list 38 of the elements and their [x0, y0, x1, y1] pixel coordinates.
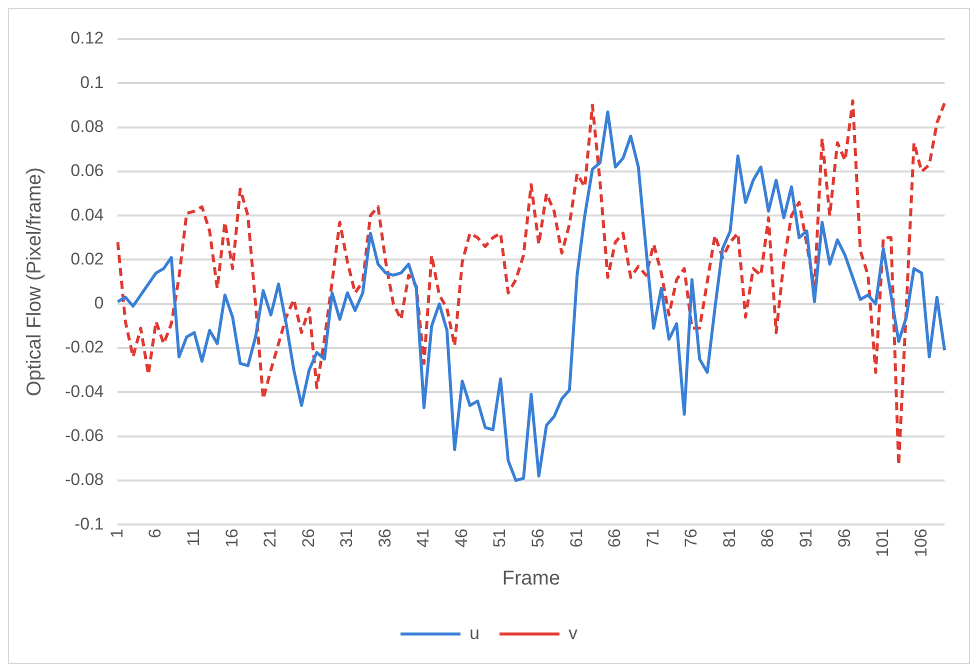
x-tick-label: 41: [414, 528, 433, 548]
y-tick-label: -0.06: [65, 426, 104, 446]
x-tick-label: 91: [796, 528, 816, 548]
x-tick-label: 46: [452, 528, 471, 548]
y-tick-label: 0.04: [70, 205, 104, 224]
y-tick-label: 0.08: [70, 116, 104, 136]
x-tick-label: 86: [758, 528, 778, 548]
y-tick-label: 0.12: [70, 28, 104, 48]
x-axis-title: Frame: [502, 568, 560, 590]
x-tick-label: 71: [643, 528, 662, 548]
x-tick-label: 96: [834, 528, 854, 548]
x-tick-label: 81: [720, 528, 739, 548]
y-tick-label: 0.02: [70, 249, 104, 268]
y-tick-label: 0.1: [80, 72, 104, 92]
x-tick-label: 66: [605, 528, 624, 548]
x-tick-label: 31: [337, 528, 356, 548]
x-tick-label: 21: [260, 528, 280, 548]
x-tick-label: 56: [528, 528, 548, 548]
x-tick-label: 51: [490, 528, 510, 548]
x-tick-label: 6: [146, 528, 165, 538]
x-tick-label: 76: [682, 528, 701, 548]
y-tick-label: 0.06: [70, 161, 104, 180]
y-tick-label: -0.1: [74, 514, 104, 534]
y-tick-label: -0.02: [65, 338, 104, 357]
legend-label: u: [469, 622, 480, 643]
y-tick-label: 0: [94, 294, 104, 313]
x-tick-label: 1: [107, 528, 126, 538]
x-tick-label: 36: [375, 528, 394, 548]
y-tick-label: -0.08: [65, 470, 104, 490]
x-tick-label: 16: [222, 528, 242, 548]
y-axis-title: Optical Flow (Pixel/frame): [24, 167, 46, 396]
x-tick-label: 26: [298, 528, 318, 548]
x-tick-label: 106: [911, 528, 930, 558]
x-tick-label: 101: [873, 528, 892, 558]
x-tick-label: 61: [566, 528, 586, 548]
x-tick-label: 11: [184, 528, 203, 546]
y-tick-label: -0.04: [65, 382, 104, 401]
legend-label: v: [568, 622, 578, 643]
